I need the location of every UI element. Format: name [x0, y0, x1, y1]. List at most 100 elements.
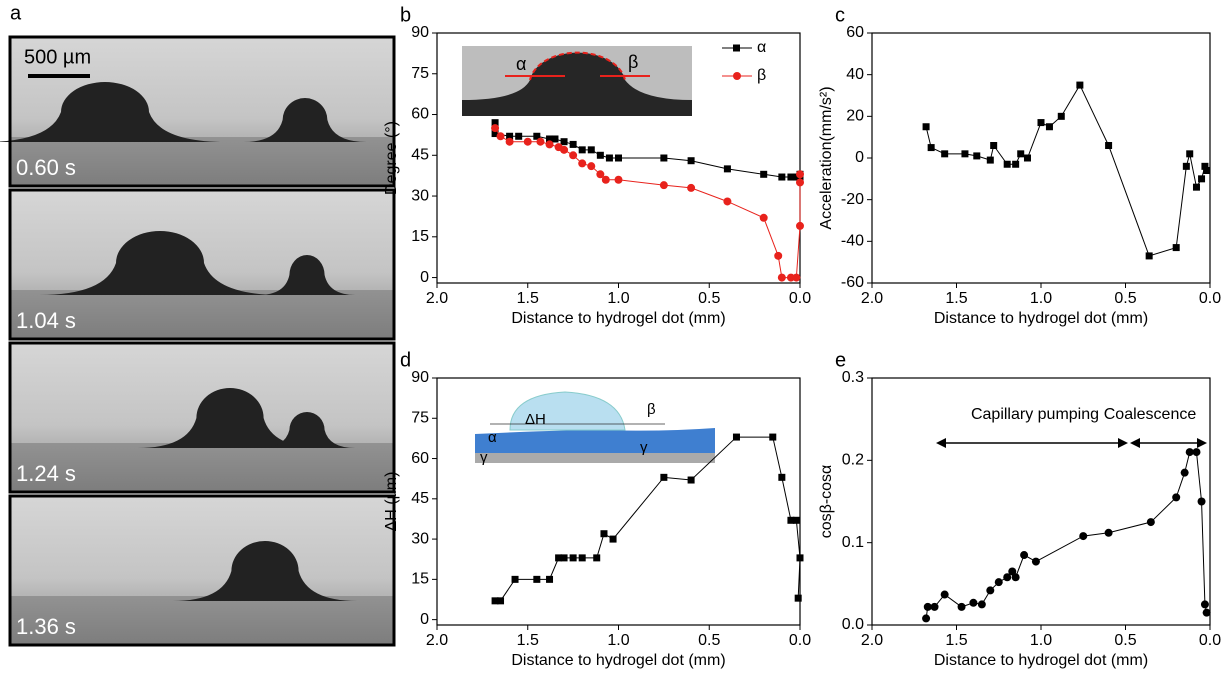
x-tick-label: 0.0 [1199, 632, 1221, 649]
x-tick-label: 2.0 [426, 632, 448, 649]
photo-border [8, 341, 396, 494]
y-tick-label: 0.3 [842, 369, 864, 386]
data-point [769, 433, 777, 441]
data-point [957, 602, 966, 611]
droplet [0, 82, 226, 142]
data-point [555, 554, 563, 562]
frame-time: 1.36 s [16, 614, 76, 639]
data-point [569, 140, 577, 148]
legend-label: β [757, 67, 766, 84]
data-point [587, 146, 595, 154]
x-tick-label: 2.0 [861, 290, 883, 307]
y-tick-label: -60 [841, 274, 864, 291]
data-point [1105, 142, 1113, 149]
data-point [940, 590, 949, 599]
x-axis-label: Distance to hydrogel dot (mm) [934, 652, 1148, 669]
annotation: Capillary pumping [971, 406, 1099, 423]
photo-frame: 0.60 s [0, 35, 396, 188]
data-point [578, 146, 586, 154]
data-point [1203, 167, 1211, 174]
data-point [687, 157, 695, 165]
data-point [1192, 183, 1200, 191]
data-point [546, 575, 554, 583]
data-point [973, 152, 981, 160]
panel-label: a [10, 2, 22, 24]
droplet [258, 412, 356, 448]
data-point [796, 178, 804, 187]
y-tick-label: 75 [411, 65, 429, 82]
data-point [506, 132, 514, 140]
y-tick-label: 0.0 [842, 616, 864, 633]
data-point [732, 433, 740, 441]
x-tick-label: 1.0 [607, 290, 629, 307]
y-tick-label: 30 [411, 187, 429, 204]
data-point [601, 175, 610, 184]
data-point [533, 132, 541, 140]
data-point [497, 597, 505, 605]
data-point [792, 173, 800, 181]
inset-label: α [488, 429, 497, 446]
data-point [491, 119, 499, 127]
data-point [596, 151, 604, 159]
y-tick-label: 15 [411, 228, 429, 245]
data-point [1104, 528, 1113, 537]
panel-label: e [835, 349, 846, 371]
series-line [925, 451, 1208, 619]
series-line [494, 127, 801, 279]
droplet [39, 231, 281, 295]
data-point [1180, 468, 1189, 477]
data-point [1172, 493, 1181, 502]
data-point [990, 142, 998, 149]
data-point [511, 575, 519, 583]
x-tick-label: 0.5 [1114, 632, 1136, 649]
droplet [258, 255, 356, 295]
y-tick-label: 60 [411, 106, 429, 123]
y-axis-label: ΔH (μm) [383, 472, 400, 532]
y-axis-label: Degree (°) [383, 121, 400, 195]
photo-border [8, 494, 396, 647]
data-point [600, 530, 608, 538]
data-point [1023, 154, 1031, 162]
data-point [774, 251, 783, 260]
data-point [759, 213, 768, 222]
x-tick-label: 1.0 [1030, 290, 1052, 307]
legend-marker [733, 44, 740, 52]
x-tick-label: 0.0 [789, 290, 811, 307]
x-tick-label: 0.0 [1199, 290, 1221, 307]
data-point [491, 597, 499, 605]
data-point [596, 170, 605, 179]
y-tick-label: 20 [846, 108, 864, 125]
data-point [569, 554, 577, 562]
data-point [792, 516, 800, 524]
data-point [1202, 608, 1211, 617]
data-point [787, 516, 795, 524]
data-point [659, 181, 668, 190]
inset-label: β [647, 401, 656, 418]
photo-frame: 1.24 s [8, 341, 396, 494]
x-tick-label: 1.5 [517, 632, 539, 649]
data-point [794, 594, 802, 602]
data-point [1057, 112, 1065, 120]
y-tick-label: 45 [411, 147, 429, 164]
data-point [491, 124, 500, 133]
substrate-film [10, 596, 394, 645]
panel-label: c [835, 4, 845, 26]
data-point [609, 535, 617, 543]
data-point [546, 135, 554, 143]
data-point [1197, 497, 1206, 506]
inset-label: γ [640, 439, 648, 456]
substrate-film [10, 443, 394, 492]
data-point [587, 162, 596, 171]
droplet [172, 541, 358, 601]
data-point [969, 598, 978, 607]
data-point [560, 554, 568, 562]
y-axis-label: Acceleration(mm/s²) [818, 86, 835, 229]
data-point [505, 137, 514, 146]
data-point [922, 614, 931, 623]
data-point [986, 156, 994, 164]
data-point [523, 137, 532, 146]
x-tick-label: 1.0 [1030, 632, 1052, 649]
data-point [977, 600, 986, 609]
data-point [1186, 150, 1194, 158]
data-point [927, 144, 935, 152]
